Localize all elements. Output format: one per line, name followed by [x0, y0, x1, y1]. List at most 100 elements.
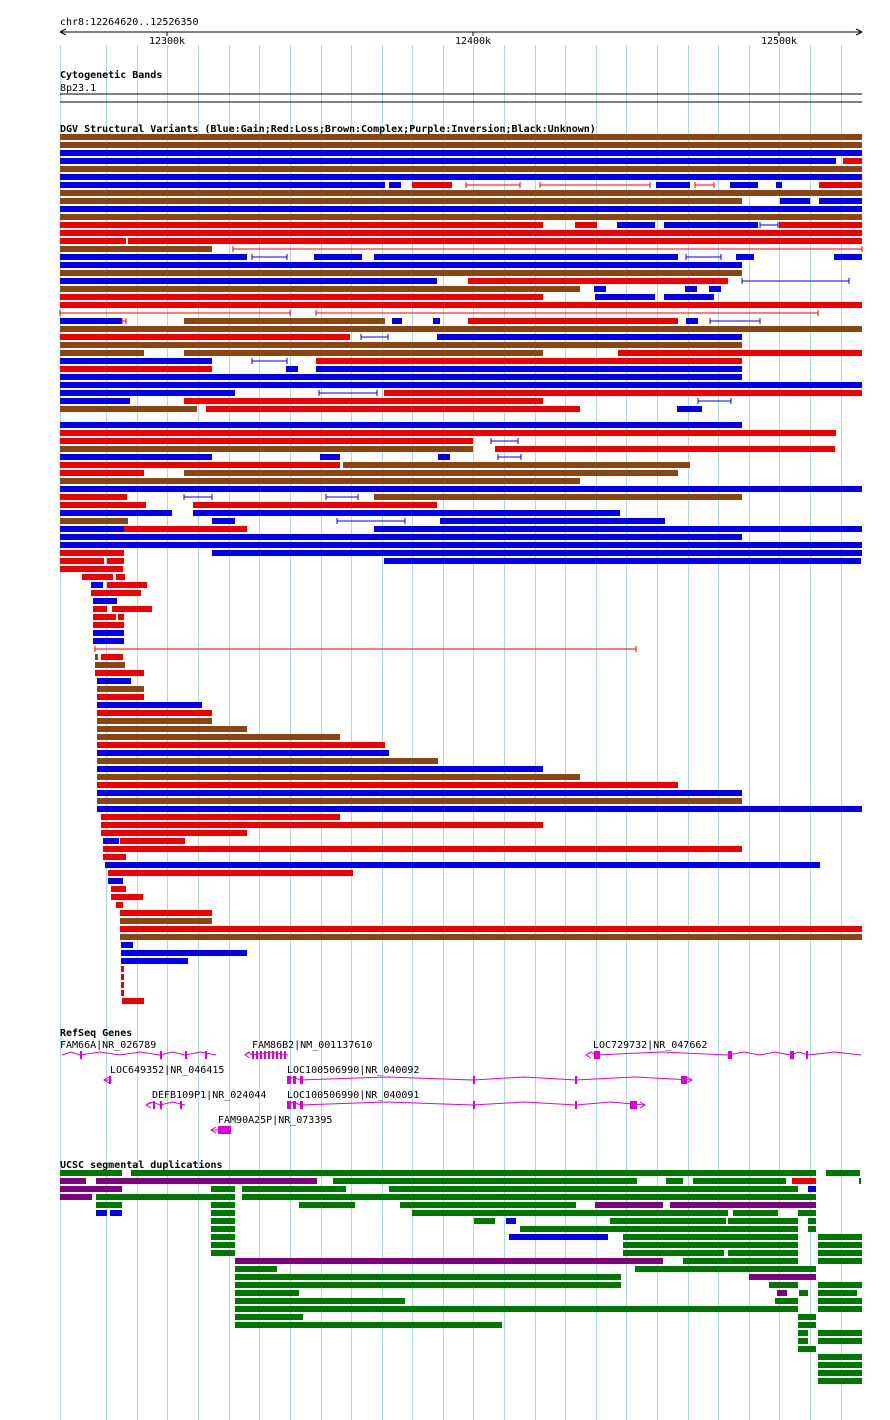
- variant-bar: [60, 270, 742, 276]
- variant-bar: [206, 406, 580, 412]
- variant-bar: [60, 422, 742, 428]
- variant-bar: [107, 582, 147, 588]
- segdup-bar: [799, 1290, 808, 1296]
- strand-arrow-icon: [686, 1076, 693, 1084]
- variant-bar: [60, 358, 212, 364]
- variant-bar: [314, 254, 362, 260]
- variant-block: [93, 598, 105, 604]
- variant-bar: [60, 238, 126, 244]
- gene-label: DEFB109P1|NR_024044: [152, 1090, 266, 1101]
- variant-bar: [664, 294, 714, 300]
- gene-exon: [80, 1051, 82, 1059]
- segdup-bar: [242, 1194, 816, 1200]
- variant-bar: [97, 766, 543, 772]
- variant-bar: [97, 742, 385, 748]
- variant-bar: [120, 910, 212, 916]
- variant-bar: [495, 446, 835, 452]
- variant-bar: [60, 182, 385, 188]
- refseq-track: RefSeq Genes FAM66A|NR_026789 FAM86B2|NM…: [60, 1028, 862, 1134]
- gene-label: LOC100506990|NR_040092: [287, 1065, 419, 1076]
- variant-block: [121, 942, 133, 948]
- variant-bar: [97, 782, 678, 788]
- variant-bar: [60, 502, 146, 508]
- variant-bar: [60, 206, 862, 212]
- variant-bar: [60, 526, 124, 532]
- gene-label: LOC100506990|NR_040091: [287, 1090, 419, 1101]
- variant-bar: [60, 150, 862, 156]
- strand-arrow-icon: [210, 1126, 217, 1134]
- variant-bar: [97, 798, 742, 804]
- segdup-bar: [211, 1250, 235, 1256]
- gene-exon: [252, 1051, 254, 1059]
- variant-bar: [93, 606, 107, 612]
- variant-bar: [95, 670, 144, 676]
- segdup-bar: [818, 1362, 862, 1368]
- gene-exon: [185, 1051, 187, 1059]
- variant-bar: [193, 502, 437, 508]
- variant-bar: [412, 182, 452, 188]
- variant-bar: [316, 366, 742, 372]
- variant-bar: [212, 518, 235, 524]
- segdup-bar: [798, 1338, 808, 1344]
- gene-intron: [145, 1101, 186, 1106]
- segdup-bar: [96, 1202, 122, 1208]
- segdup-bar: [299, 1202, 355, 1208]
- variant-bar: [468, 278, 728, 284]
- segdup-bar: [728, 1250, 798, 1256]
- variant-bar: [575, 222, 597, 228]
- segdup-bar: [211, 1242, 235, 1248]
- segdup-track-title: UCSC segmental duplications: [60, 1159, 223, 1171]
- gene-exon: [790, 1051, 794, 1059]
- segdup-bar: [693, 1178, 786, 1184]
- gene-exon: [287, 1101, 291, 1109]
- variant-bar: [103, 846, 742, 852]
- variant-bar: [60, 438, 473, 444]
- gene-label: LOC649352|NR_046415: [110, 1065, 224, 1076]
- segdup-bar: [520, 1226, 798, 1232]
- variant-bar: [97, 718, 212, 724]
- variant-bar: [384, 558, 861, 564]
- variant-bar: [819, 198, 862, 204]
- segdup-bar: [818, 1354, 862, 1360]
- variant-bar: [60, 318, 122, 324]
- variant-bar: [60, 486, 862, 492]
- gene-exon: [473, 1101, 475, 1109]
- variant-bar: [93, 614, 116, 620]
- gene-exon: [272, 1051, 274, 1059]
- segdup-bar: [798, 1330, 808, 1336]
- variant-bar: [124, 526, 247, 532]
- variant-bar: [433, 318, 440, 324]
- gene-exon: [260, 1051, 262, 1059]
- cytoband-label: 8p23.1: [60, 83, 96, 94]
- variant-bar: [101, 830, 247, 836]
- segdup-bar: [818, 1378, 862, 1384]
- strand-arrow-icon: [244, 1051, 251, 1059]
- segdup-bar: [818, 1250, 862, 1256]
- strand-arrow-icon: [145, 1101, 152, 1109]
- variant-bar: [121, 950, 247, 956]
- gene-exon: [160, 1101, 162, 1109]
- variant-bar: [111, 894, 143, 900]
- variant-block: [140, 606, 152, 612]
- variant-bar: [60, 334, 350, 340]
- segdup-bar: [798, 1346, 816, 1352]
- variant-bar: [95, 662, 125, 668]
- segdup-bar: [211, 1202, 235, 1208]
- variant-bar: [60, 566, 123, 572]
- variant-bar: [437, 334, 742, 340]
- variant-bar: [595, 294, 655, 300]
- segdup-bar: [96, 1178, 317, 1184]
- variant-bar: [95, 654, 98, 660]
- segdup-bar: [808, 1226, 816, 1232]
- segdup-bar: [506, 1218, 516, 1224]
- variant-bar: [60, 302, 862, 308]
- variant-block: [685, 286, 697, 292]
- gene-exon: [575, 1101, 577, 1109]
- variant-bar: [834, 254, 862, 260]
- segdup-bar: [666, 1178, 683, 1184]
- variant-bar: [116, 902, 123, 908]
- segdup-bar: [389, 1186, 798, 1192]
- variant-bar: [60, 510, 172, 516]
- variant-bar: [122, 998, 144, 1004]
- variant-bar: [97, 774, 580, 780]
